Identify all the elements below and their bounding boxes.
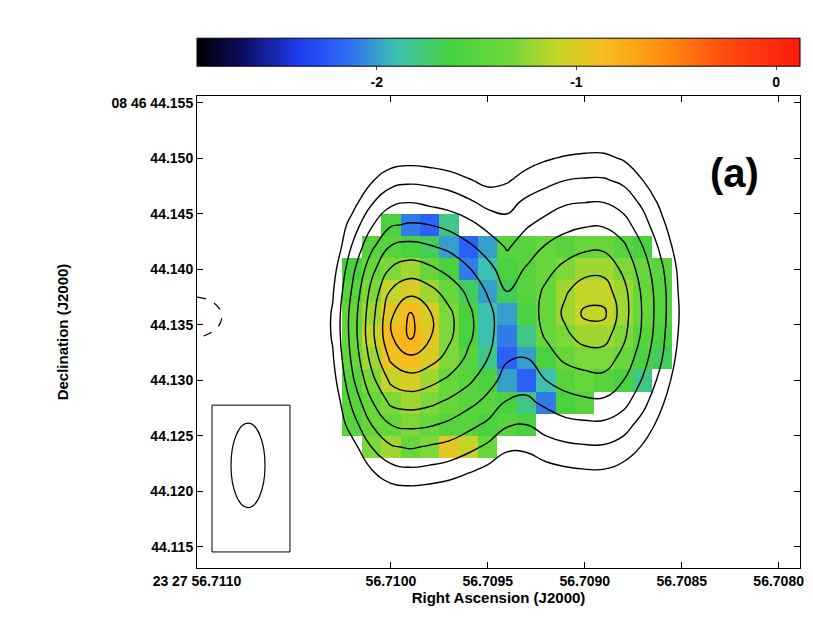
svg-text:44.140: 44.140 [150,261,193,277]
svg-text:Right Ascension (J2000): Right Ascension (J2000) [412,589,586,606]
svg-text:44.115: 44.115 [151,539,193,555]
svg-text:44.145: 44.145 [150,206,193,222]
svg-text:0: 0 [772,74,780,90]
svg-text:44.120: 44.120 [150,483,193,499]
svg-text:56.7100: 56.7100 [366,573,417,589]
svg-text:23 27 56.7110: 23 27 56.7110 [153,573,242,589]
svg-text:56.7090: 56.7090 [559,573,610,589]
svg-text:56.7080: 56.7080 [753,573,804,589]
svg-text:44.150: 44.150 [150,150,193,166]
svg-text:44.125: 44.125 [150,428,193,444]
svg-text:(a): (a) [710,151,759,195]
svg-text:08 46 44.155: 08 46 44.155 [111,95,193,111]
svg-text:56.7095: 56.7095 [463,573,514,589]
svg-text:Declination (J2000): Declination (J2000) [54,264,71,401]
svg-text:-2: -2 [370,74,383,90]
svg-text:44.135: 44.135 [150,317,193,333]
svg-text:-1: -1 [570,74,583,90]
svg-text:56.7085: 56.7085 [656,573,707,589]
svg-text:44.130: 44.130 [150,372,193,388]
